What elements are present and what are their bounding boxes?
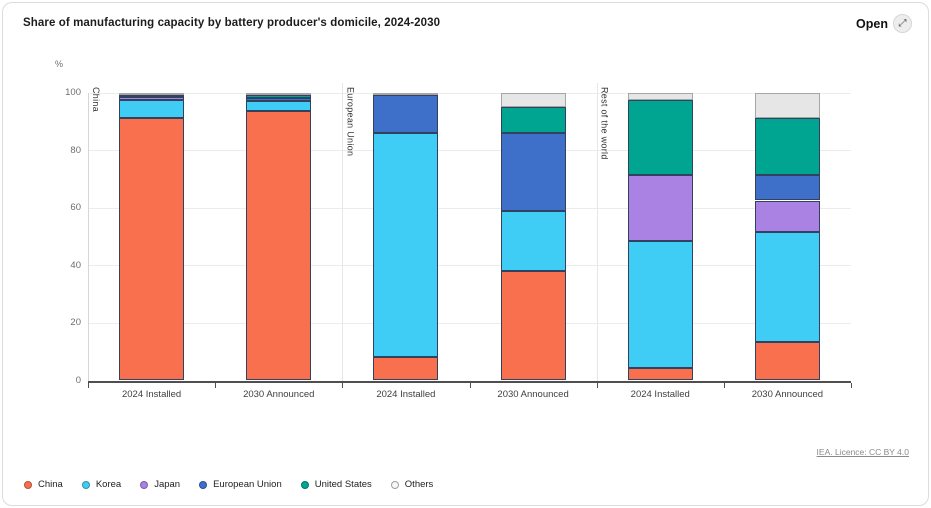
- bar-segment-european-union[interactable]: [246, 98, 312, 102]
- legend-label-japan: Japan: [154, 479, 181, 490]
- bar-segment-china[interactable]: [627, 367, 693, 381]
- expand-icon: ⤢: [893, 14, 912, 33]
- group-separator: [342, 83, 344, 381]
- bar-segment-korea[interactable]: [246, 101, 312, 112]
- y-tick-label-40: 40: [70, 259, 81, 271]
- bar-segment-united-states[interactable]: [246, 95, 312, 99]
- bar-segment-european-union[interactable]: [373, 95, 439, 133]
- legend-item-china[interactable]: China: [24, 479, 63, 490]
- gridline-80: [88, 150, 851, 152]
- legend-marker-china-icon: [24, 480, 32, 489]
- bar-segment-china[interactable]: [500, 271, 566, 381]
- gridline-40: [88, 265, 851, 267]
- y-axis-unit-label: %: [55, 59, 64, 69]
- bar-segment-united-states[interactable]: [627, 99, 693, 175]
- x-axis-tick: [469, 382, 471, 388]
- bar-segment-others[interactable]: [119, 92, 185, 96]
- bar-segment-china[interactable]: [246, 111, 312, 381]
- bar-segment-korea[interactable]: [373, 132, 439, 358]
- open-button[interactable]: Open ⤢: [856, 14, 912, 33]
- licence-link[interactable]: IEA. Licence: CC BY 4.0: [816, 447, 909, 457]
- legend-marker-others-icon: [390, 480, 399, 489]
- bar-segment-china[interactable]: [754, 341, 820, 381]
- x-category-label: 2030 Announced: [243, 389, 315, 400]
- y-tick-label-80: 80: [70, 144, 81, 156]
- x-category-label: 2024 Installed: [121, 389, 182, 400]
- bar-segment-others[interactable]: [754, 92, 820, 119]
- x-axis-line: [88, 380, 851, 383]
- x-axis-tick: [851, 382, 852, 388]
- bar-segment-china[interactable]: [119, 118, 185, 381]
- bar-segment-european-union[interactable]: [119, 95, 185, 98]
- x-axis-tick: [215, 382, 217, 388]
- group-label-rest-of-the-world: Rest of the world: [599, 87, 610, 160]
- chart-title: Share of manufacturing capacity by batte…: [23, 17, 441, 29]
- legend-label-korea: Korea: [95, 479, 122, 490]
- bar-segment-united-states[interactable]: [500, 106, 566, 133]
- bar-segment-others[interactable]: [373, 92, 439, 96]
- group-separator: [596, 83, 598, 381]
- bar-segment-china[interactable]: [373, 357, 439, 381]
- y-tick-label-0: 0: [75, 375, 81, 386]
- legend-marker-european-union-icon: [199, 480, 208, 489]
- open-button-label: Open: [856, 16, 888, 31]
- legend-label-united-states: United States: [314, 479, 372, 490]
- group-label-china: China: [91, 87, 101, 113]
- legend-item-european-union[interactable]: European Union: [199, 479, 282, 490]
- bar-segment-korea[interactable]: [627, 240, 693, 368]
- bar-segment-korea[interactable]: [119, 99, 185, 119]
- legend-marker-japan-icon: [140, 480, 149, 489]
- bar-segment-united-states[interactable]: [754, 118, 820, 175]
- gridline-100: [88, 92, 851, 94]
- plot-area: % 0 20 40 60 80 100 China European Union Rest of…: [3, 3, 928, 505]
- x-axis-tick: [723, 382, 725, 388]
- bar-segment-japan[interactable]: [627, 174, 693, 241]
- x-category-label: 2030 Announced: [751, 389, 824, 400]
- x-category-label: 2030 Announced: [497, 389, 569, 400]
- bar-segment-others[interactable]: [500, 92, 566, 107]
- gridline-60: [88, 207, 851, 209]
- legend-label-others: Others: [404, 479, 434, 490]
- group-label-european-union: European Union: [345, 87, 356, 157]
- gridline-20: [88, 322, 851, 324]
- bar-segment-others[interactable]: [627, 92, 693, 100]
- legend-marker-korea-icon: [81, 480, 90, 489]
- x-axis-tick: [596, 382, 598, 388]
- x-category-label: 2024 Installed: [630, 389, 690, 400]
- y-tick-label-60: 60: [70, 202, 81, 214]
- legend-item-japan[interactable]: Japan: [140, 479, 180, 490]
- legend-item-united-states[interactable]: United States: [300, 479, 372, 490]
- y-tick-label-20: 20: [70, 317, 81, 329]
- x-axis-tick: [88, 382, 89, 388]
- legend-label-european-union: European Union: [213, 479, 282, 490]
- legend-item-korea[interactable]: Korea: [81, 479, 122, 490]
- bar-segment-others[interactable]: [246, 92, 312, 96]
- bar-segment-european-union[interactable]: [500, 132, 566, 211]
- y-axis-line: [88, 92, 89, 381]
- y-tick-label-100: 100: [65, 87, 81, 98]
- bar-segment-european-union[interactable]: [754, 174, 820, 201]
- bar-segment-korea[interactable]: [500, 210, 566, 272]
- x-axis-tick: [342, 382, 344, 388]
- legend-marker-united-states-icon: [300, 480, 309, 489]
- legend-label-china: China: [38, 479, 63, 490]
- bar-segment-japan[interactable]: [754, 200, 820, 233]
- legend: China Korea Japan European Union United Stat…: [24, 479, 433, 490]
- bar-segment-korea[interactable]: [754, 232, 820, 342]
- x-category-label: 2024 Installed: [376, 389, 436, 400]
- legend-item-others[interactable]: Others: [390, 479, 434, 490]
